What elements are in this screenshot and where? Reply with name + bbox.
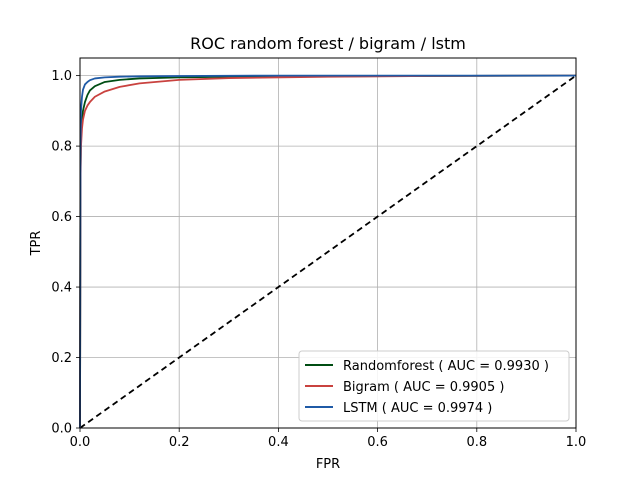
axes-frame bbox=[79, 57, 577, 429]
legend: Randomforest ( AUC = 0.9930 ) Bigram ( AU… bbox=[298, 350, 570, 422]
x-axis-label: FPR bbox=[316, 457, 340, 472]
reference-line-group bbox=[79, 74, 577, 429]
x-tick-label: 0.4 bbox=[268, 435, 289, 450]
x-ticks: 0.0 0.2 0.4 0.6 0.8 1.0 bbox=[70, 428, 587, 450]
chart-title: ROC random forest / bigram / lstm bbox=[190, 34, 466, 53]
grid bbox=[79, 58, 577, 429]
y-tick-label: 0.0 bbox=[51, 422, 72, 437]
x-tick-label: 0.6 bbox=[367, 435, 388, 450]
y-tick-label: 1.0 bbox=[51, 69, 72, 84]
legend-label-0: Randomforest ( AUC = 0.9930 ) bbox=[343, 359, 549, 374]
x-tick-label: 0.8 bbox=[466, 435, 487, 450]
y-axis-label: TPR bbox=[29, 231, 44, 257]
series-line-1 bbox=[79, 74, 577, 429]
series-group bbox=[79, 74, 577, 429]
x-tick-label: 0.0 bbox=[70, 435, 91, 450]
series-line-2 bbox=[79, 74, 576, 429]
y-ticks: 0.0 0.2 0.4 0.6 0.8 1.0 bbox=[51, 69, 80, 437]
x-tick-label: 1.0 bbox=[566, 435, 587, 450]
legend-items: Randomforest ( AUC = 0.9930 ) Bigram ( AU… bbox=[305, 359, 549, 416]
x-tick-label: 0.2 bbox=[169, 435, 190, 450]
legend-box bbox=[298, 350, 570, 422]
reference-diagonal-line bbox=[79, 74, 577, 429]
legend-label-1: Bigram ( AUC = 0.9905 ) bbox=[343, 380, 504, 395]
legend-label-2: LSTM ( AUC = 0.9974 ) bbox=[343, 401, 492, 416]
y-tick-label: 0.6 bbox=[51, 210, 72, 225]
y-tick-label: 0.4 bbox=[51, 281, 72, 296]
y-tick-label: 0.2 bbox=[51, 351, 72, 366]
y-tick-label: 0.8 bbox=[51, 140, 72, 155]
